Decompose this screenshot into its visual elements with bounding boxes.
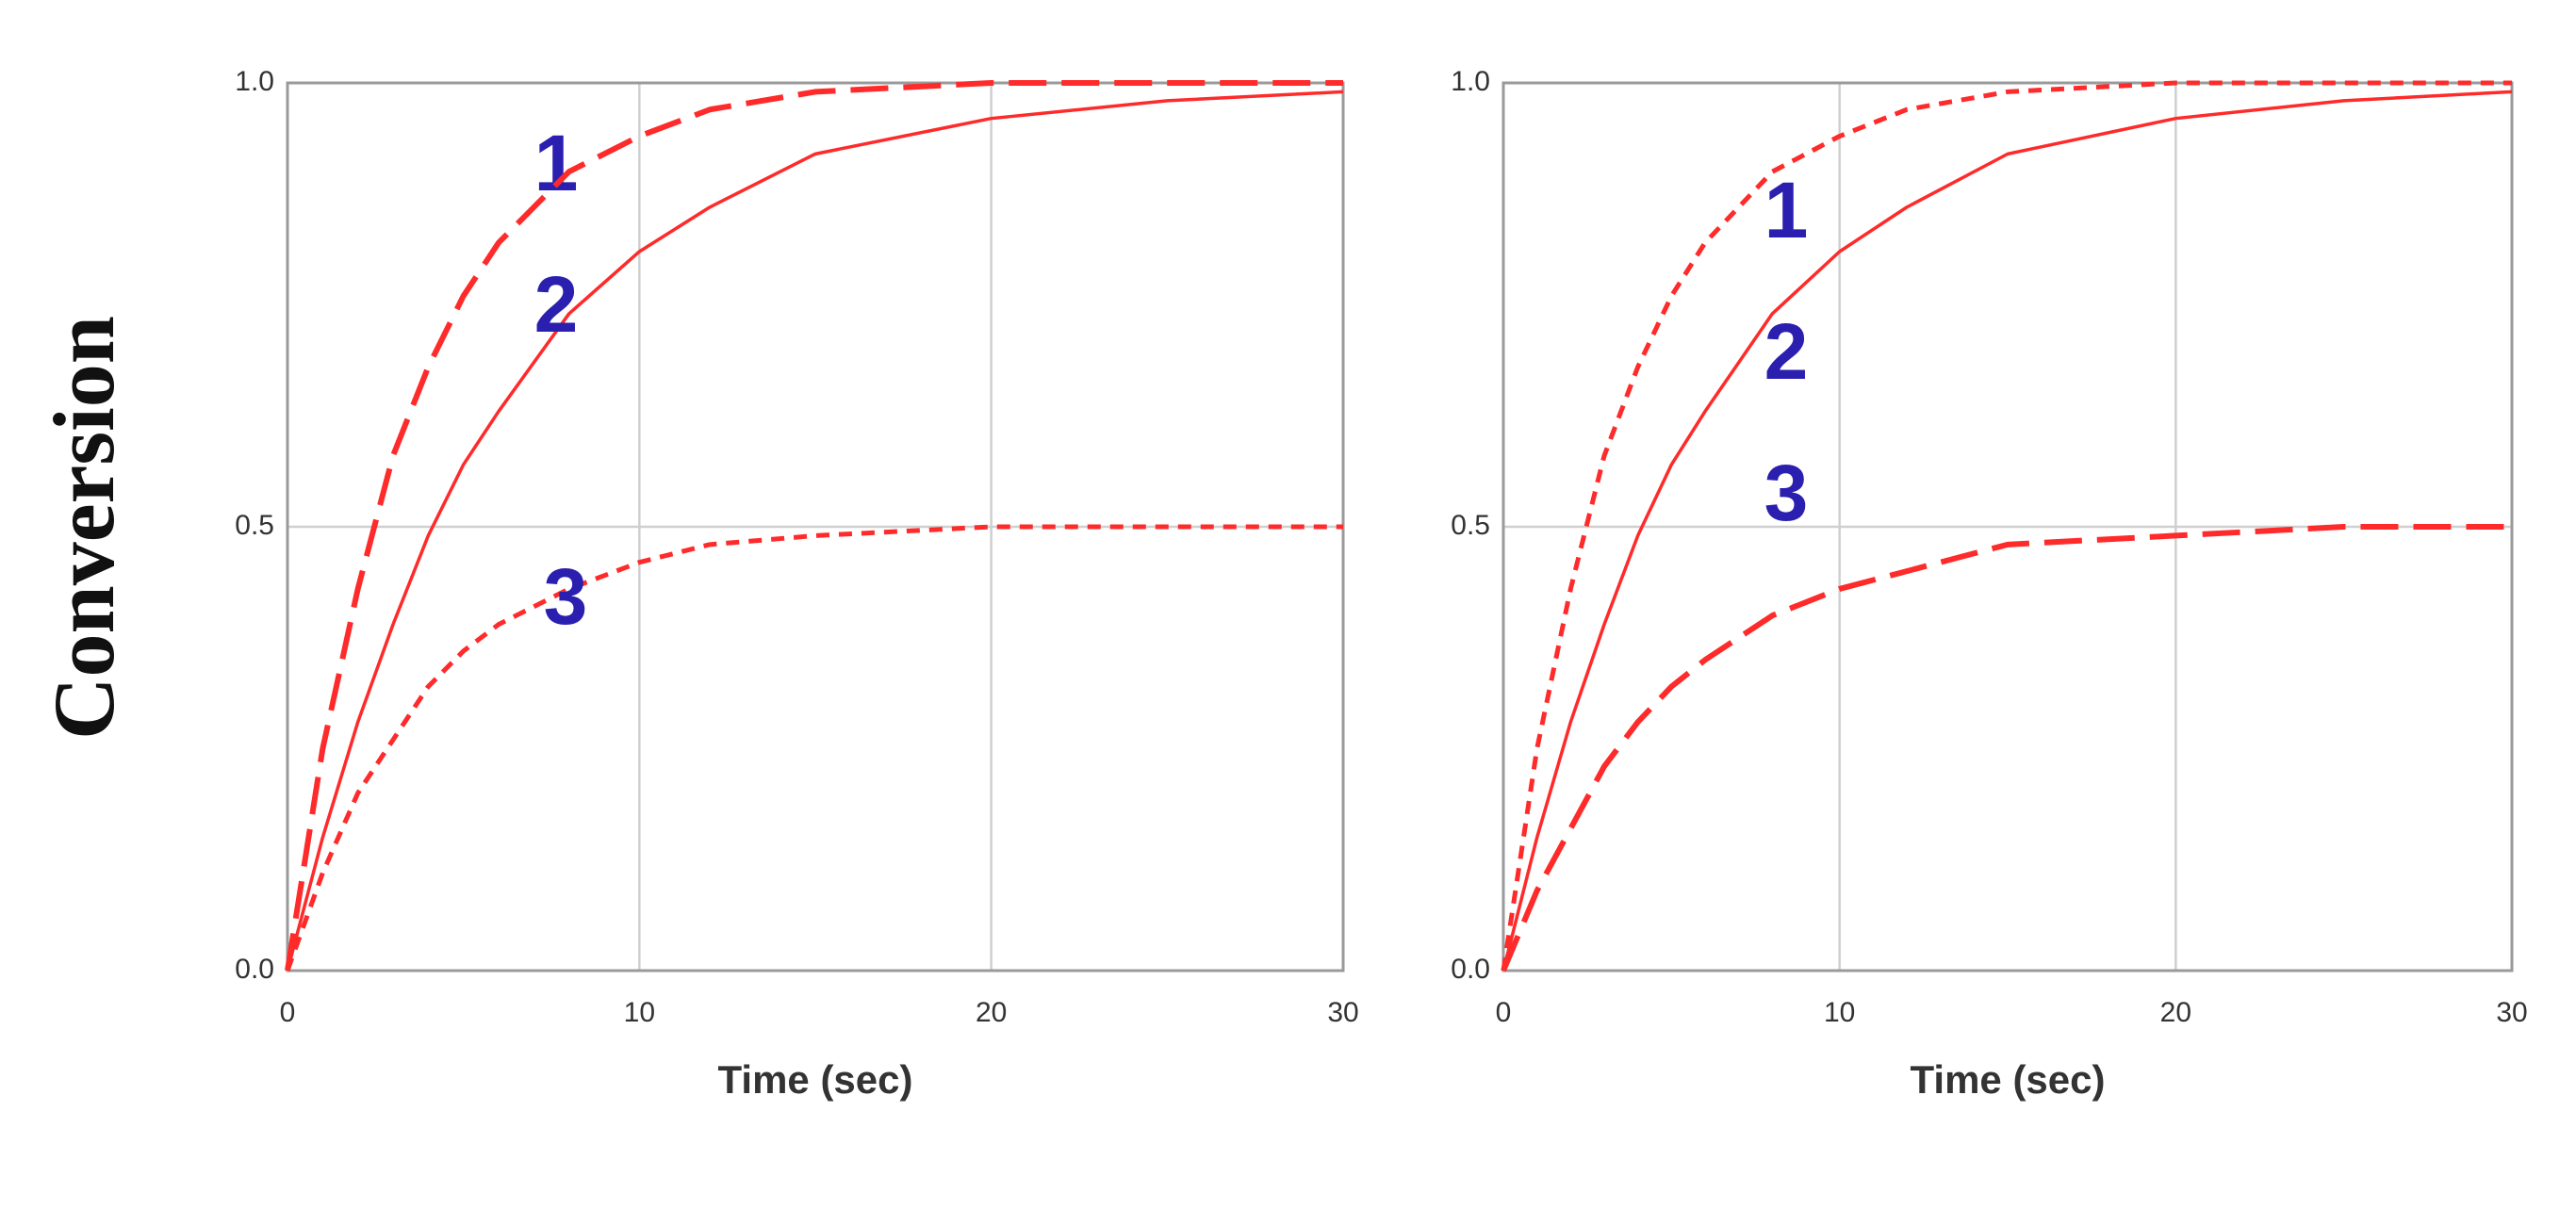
x-axis-label: Time (sec) xyxy=(718,1057,913,1102)
series-label: 3 xyxy=(1764,449,1809,537)
series-label: 2 xyxy=(1764,307,1809,396)
series-label: 1 xyxy=(1764,166,1809,254)
x-tick-label: 30 xyxy=(1327,997,1358,1028)
x-tick-label: 30 xyxy=(2496,997,2527,1028)
y-tick-label: 1.0 xyxy=(1451,66,1490,97)
x-axis-label: Time (sec) xyxy=(1911,1057,2106,1102)
line-series xyxy=(1501,80,2512,972)
y-tick-label: 0.5 xyxy=(235,510,274,541)
y-tick-label: 0.0 xyxy=(1451,954,1490,985)
x-tick-label: 0 xyxy=(1496,997,1512,1028)
x-tick-label: 0 xyxy=(280,997,296,1028)
plot-frame xyxy=(1501,81,2514,973)
line-series xyxy=(285,80,1343,972)
x-tick-label: 20 xyxy=(976,997,1007,1028)
y-tick-label: 1.0 xyxy=(235,66,274,97)
y-tick-label: 0.0 xyxy=(235,954,274,985)
line-series xyxy=(285,524,1343,972)
line-series xyxy=(1501,90,2513,972)
line-series xyxy=(286,90,1344,972)
x-tick-label: 20 xyxy=(2160,997,2191,1028)
y-axis-label: Conversion xyxy=(36,316,132,740)
y-tick-label: 0.5 xyxy=(1451,510,1490,541)
series-label: 1 xyxy=(534,119,579,207)
x-tick-label: 10 xyxy=(1824,997,1855,1028)
line-series xyxy=(1501,524,2512,973)
x-tick-label: 10 xyxy=(624,997,655,1028)
series-label: 2 xyxy=(534,260,579,349)
series-label: 3 xyxy=(544,552,588,641)
